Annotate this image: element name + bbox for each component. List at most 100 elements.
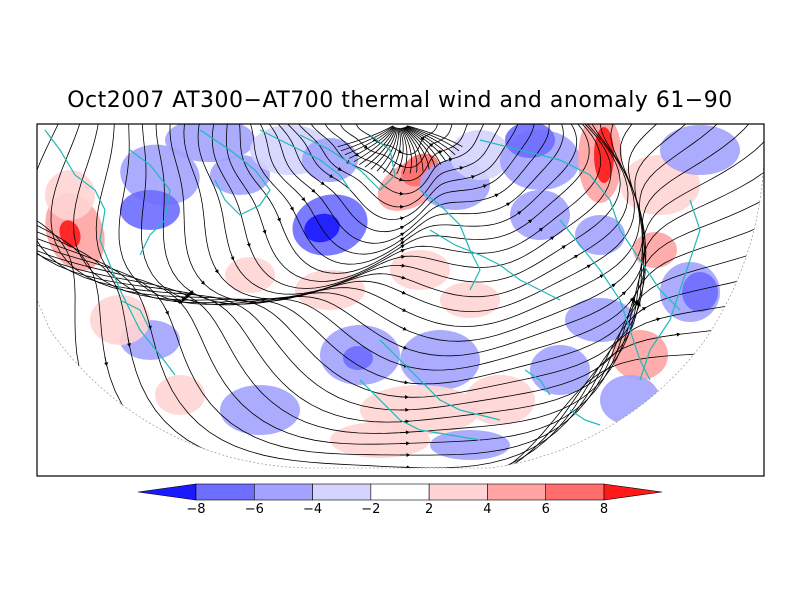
streamline xyxy=(37,124,764,468)
streamline-arrow xyxy=(597,274,604,279)
colorbar-segment xyxy=(370,483,430,501)
coastline xyxy=(419,189,481,291)
streamline xyxy=(265,124,550,244)
colorbar-tick-label: −6 xyxy=(245,502,264,517)
streamline-arrow xyxy=(399,225,405,230)
anomaly-patch xyxy=(165,124,255,162)
streamline-arrow xyxy=(517,211,522,215)
streamline-arrow xyxy=(639,306,647,312)
streamline-arrow xyxy=(399,254,406,259)
streamline xyxy=(405,126,447,162)
streamline-arrow xyxy=(311,188,316,193)
streamline xyxy=(404,126,442,165)
streamline-arrow xyxy=(246,241,251,248)
streamline-arrow xyxy=(164,307,169,316)
streamline xyxy=(248,124,578,265)
streamline xyxy=(337,125,394,148)
streamline-arrow xyxy=(630,297,635,306)
hemisphere-boundary xyxy=(37,140,764,469)
coastline xyxy=(429,229,561,301)
colorbar-segment xyxy=(428,483,488,501)
streamline-arrow xyxy=(230,254,235,261)
colorbar-tick-label: 4 xyxy=(483,502,491,517)
coastline xyxy=(129,149,171,256)
coastline xyxy=(524,369,551,396)
streamline-arrow xyxy=(277,217,281,223)
coastline xyxy=(559,219,651,381)
anomaly-patch xyxy=(510,190,570,240)
anomaly-patch xyxy=(682,272,718,312)
page-title: Oct2007 AT300−AT700 thermal wind and ano… xyxy=(67,88,733,113)
streamline xyxy=(349,126,395,159)
anomaly-patch xyxy=(565,298,635,342)
colorbar-tick-label: −4 xyxy=(303,502,322,517)
coastline xyxy=(299,134,396,191)
streamline xyxy=(340,125,394,152)
streamline xyxy=(396,127,404,175)
colorbar-tick-label: 2 xyxy=(425,502,433,517)
streamline xyxy=(406,125,460,152)
colorbar: −8 −6 −4 −2 2 4 6 8 xyxy=(137,483,663,517)
coastline xyxy=(479,139,681,311)
streamline xyxy=(400,127,408,175)
coastline xyxy=(259,129,351,191)
streamline xyxy=(406,125,463,148)
anomaly-patch xyxy=(633,232,677,268)
anomaly-patch xyxy=(530,345,590,395)
anomaly-patch xyxy=(302,138,358,182)
streamline xyxy=(37,124,764,445)
streamline xyxy=(402,127,424,172)
anomaly-patch xyxy=(155,375,205,415)
streamline-arrow xyxy=(399,307,407,312)
streamline-arrow xyxy=(494,193,499,198)
anomaly-patch xyxy=(612,330,668,380)
streamline-arrow xyxy=(632,300,638,307)
streamline xyxy=(389,127,401,174)
streamline xyxy=(400,127,412,174)
streamline xyxy=(37,124,764,434)
streamline-arrow xyxy=(399,345,408,350)
streamline xyxy=(344,126,394,156)
anomaly-patch xyxy=(120,144,200,206)
streamline-arrow xyxy=(560,245,567,250)
streamline-arrow xyxy=(636,301,641,311)
anomaly-patch xyxy=(440,282,500,318)
streamline xyxy=(405,126,452,159)
streamline-arrow xyxy=(470,175,476,179)
streamline-arrow xyxy=(651,317,661,322)
streamline xyxy=(376,127,398,172)
streamline-arrow xyxy=(399,237,405,242)
streamline-arrow xyxy=(182,293,191,298)
streamline-arrow xyxy=(289,206,294,212)
streamline-arrow xyxy=(399,275,406,280)
streamline-arrow xyxy=(399,232,405,237)
streamline-arrow xyxy=(301,197,306,202)
streamline-arrow xyxy=(549,236,555,241)
streamline xyxy=(401,127,418,173)
colorbar-tick-label: 8 xyxy=(600,502,608,517)
streamline-arrow xyxy=(399,240,405,245)
coastline xyxy=(119,299,151,331)
streamline-arrow xyxy=(399,290,407,295)
streamline xyxy=(406,126,456,156)
streamline-arrow xyxy=(399,380,409,385)
streamline xyxy=(37,124,764,423)
colorbar-left-extend xyxy=(137,483,197,501)
anomaly-patch xyxy=(330,422,430,458)
streamline-arrow xyxy=(620,291,627,297)
streamline xyxy=(358,127,396,166)
coastline xyxy=(359,379,481,441)
colorbar-segment xyxy=(545,483,605,501)
anomaly-patch xyxy=(210,155,270,195)
streamline-arrow xyxy=(482,184,488,189)
streamline-arrow xyxy=(399,216,405,221)
streamline-arrow xyxy=(184,291,194,296)
anomaly-patch xyxy=(660,125,740,175)
streamline xyxy=(364,127,397,168)
streamline-arrow xyxy=(527,219,533,224)
colorbar-tick-label: −2 xyxy=(361,502,380,517)
streamline xyxy=(274,124,535,233)
streamline-arrow xyxy=(669,332,681,337)
streamline-arrow xyxy=(214,267,219,274)
anomaly-patch xyxy=(343,346,373,370)
